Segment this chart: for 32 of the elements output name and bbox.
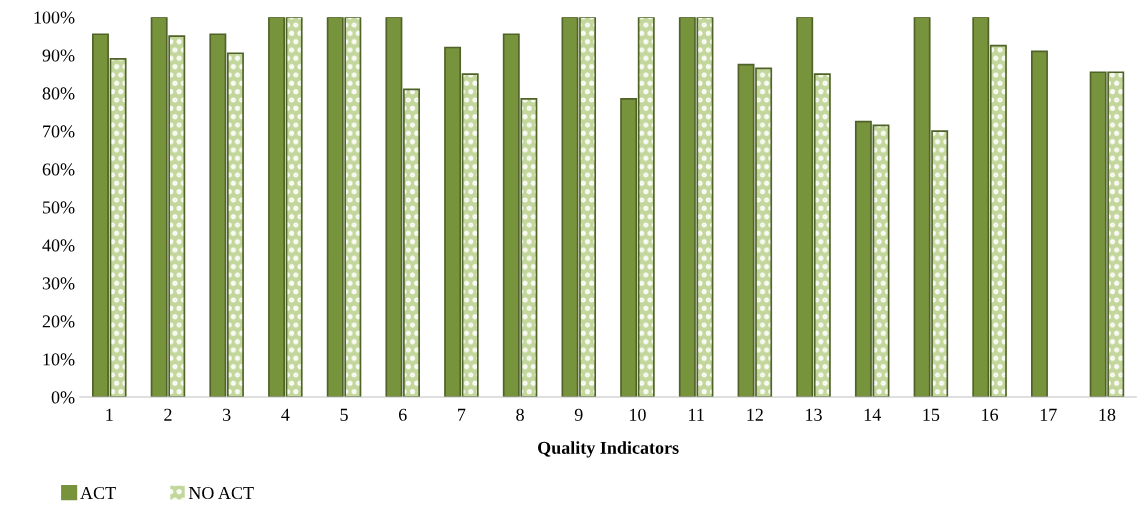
y-tick-label: 40% [42, 239, 75, 252]
y-tick-label: 70% [43, 125, 75, 138]
legend-label: ACT [80, 486, 116, 500]
x-tick-label: 8 [516, 408, 524, 421]
x-tick-label: 18 [1099, 408, 1116, 421]
x-tick-label: 6 [398, 408, 407, 421]
x-tick-label: 10 [630, 408, 646, 421]
y-tick-label: 80% [42, 87, 75, 100]
x-tick-label: 7 [458, 408, 466, 421]
x-axis-title: Quality Indicators [538, 441, 679, 458]
y-tick-label: 30% [42, 277, 75, 290]
y-tick-label: 20% [42, 315, 75, 328]
y-tick-label: 50% [43, 201, 75, 214]
x-tick-label: 16 [982, 408, 999, 421]
x-tick-label: 3 [223, 408, 231, 421]
x-tick-label: 15 [923, 408, 940, 421]
x-tick-label: 4 [281, 408, 290, 421]
x-tick-label: 2 [164, 408, 172, 421]
y-tick-label: 100% [34, 11, 75, 24]
x-tick-label: 9 [574, 408, 583, 421]
x-tick-label: 17 [1040, 408, 1057, 421]
x-tick-label: 12 [747, 408, 763, 421]
y-tick-label: 0% [51, 391, 75, 404]
x-tick-label: 13 [806, 408, 822, 421]
y-tick-label: 60% [42, 163, 75, 176]
x-tick-label: 14 [864, 408, 881, 421]
y-tick-label: 10% [43, 353, 75, 366]
x-tick-label: 11 [689, 408, 704, 421]
legend-label: NO ACT [188, 486, 254, 500]
x-tick-label: 5 [340, 408, 348, 421]
x-tick-label: 1 [106, 408, 113, 421]
y-tick-label: 90% [42, 49, 75, 62]
